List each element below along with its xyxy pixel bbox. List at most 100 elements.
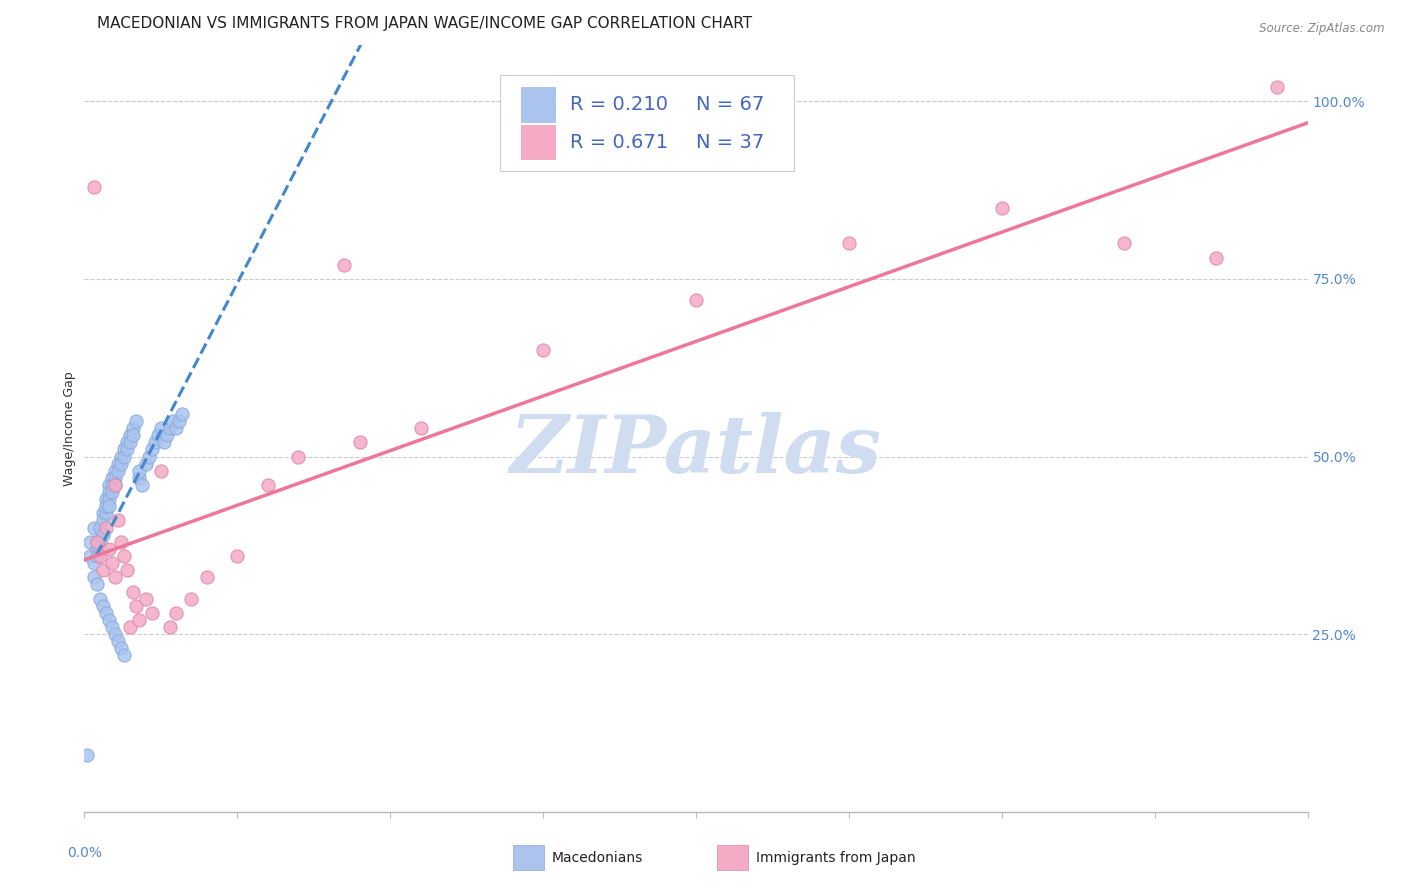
Point [104, 478, 127, 492]
Y-axis label: Wage/Income Gap: Wage/Income Gap [63, 371, 76, 485]
Point [120, 620, 142, 634]
Point [97, 500, 120, 514]
Point [101, 556, 124, 570]
Point [112, 549, 135, 563]
Text: MACEDONIAN VS IMMIGRANTS FROM JAPAN WAGE/INCOME GAP CORRELATION CHART: MACEDONIAN VS IMMIGRANTS FROM JAPAN WAGE… [97, 16, 752, 31]
Point [94, 500, 117, 514]
Point [149, 464, 172, 478]
Point [149, 421, 172, 435]
Point [195, 570, 218, 584]
Point [94, 606, 117, 620]
Point [101, 471, 124, 485]
Point [141, 606, 163, 620]
Point [120, 435, 142, 450]
Text: Macedonians: Macedonians [551, 851, 643, 865]
Point [685, 293, 707, 308]
Point [159, 421, 181, 435]
Point [165, 421, 187, 435]
Point [128, 464, 150, 478]
Point [531, 343, 554, 357]
Point [172, 407, 194, 421]
Text: ZIPatlas: ZIPatlas [510, 412, 882, 490]
Point [180, 591, 202, 606]
Point [162, 414, 184, 428]
Point [94, 492, 117, 507]
Point [86, 549, 108, 563]
Point [153, 435, 176, 450]
Point [97, 478, 120, 492]
Point [159, 620, 181, 634]
Point [1114, 236, 1136, 251]
Text: R = 0.210: R = 0.210 [569, 95, 668, 114]
Point [165, 606, 187, 620]
Point [104, 464, 127, 478]
Text: R = 0.671: R = 0.671 [569, 133, 668, 152]
Point [112, 648, 135, 663]
Point [89, 534, 111, 549]
Point [141, 442, 163, 457]
Point [1265, 80, 1288, 95]
Point [86, 534, 108, 549]
Point [89, 541, 111, 556]
Point [122, 421, 145, 435]
Point [333, 258, 356, 272]
Point [83, 556, 105, 570]
Point [83, 570, 105, 584]
Point [89, 591, 111, 606]
Point [135, 457, 157, 471]
Point [115, 435, 138, 450]
Point [83, 179, 105, 194]
Point [1205, 251, 1227, 265]
Point [115, 442, 138, 457]
Point [838, 236, 860, 251]
Point [143, 435, 166, 450]
Point [107, 634, 129, 648]
Point [86, 541, 108, 556]
Text: 0.0%: 0.0% [67, 847, 101, 860]
Text: N = 37: N = 37 [696, 133, 765, 152]
Point [110, 534, 132, 549]
FancyBboxPatch shape [522, 87, 555, 121]
Point [91, 514, 114, 528]
Point [146, 428, 169, 442]
Point [287, 450, 309, 464]
FancyBboxPatch shape [522, 125, 555, 160]
Point [125, 414, 148, 428]
Point [138, 450, 160, 464]
Point [107, 457, 129, 471]
Text: Immigrants from Japan: Immigrants from Japan [756, 851, 917, 865]
Point [115, 563, 138, 577]
Text: Source: ZipAtlas.com: Source: ZipAtlas.com [1260, 22, 1385, 36]
Point [409, 421, 432, 435]
Point [107, 514, 129, 528]
Point [125, 599, 148, 613]
Point [79, 534, 101, 549]
Point [89, 549, 111, 563]
Point [122, 428, 145, 442]
Point [110, 641, 132, 656]
Point [94, 507, 117, 521]
Point [83, 520, 105, 534]
Point [101, 478, 124, 492]
Point [91, 527, 114, 541]
Point [991, 201, 1014, 215]
Text: N = 67: N = 67 [696, 95, 765, 114]
Point [97, 485, 120, 500]
FancyBboxPatch shape [501, 75, 794, 171]
Point [104, 627, 127, 641]
Point [101, 485, 124, 500]
Point [101, 620, 124, 634]
Point [97, 541, 120, 556]
Point [167, 414, 190, 428]
Point [107, 464, 129, 478]
Point [104, 471, 127, 485]
Point [120, 428, 142, 442]
Point [91, 563, 114, 577]
Point [104, 570, 127, 584]
Point [91, 507, 114, 521]
Point [257, 478, 280, 492]
Point [131, 478, 153, 492]
Point [86, 534, 108, 549]
Point [110, 450, 132, 464]
Point [94, 520, 117, 534]
